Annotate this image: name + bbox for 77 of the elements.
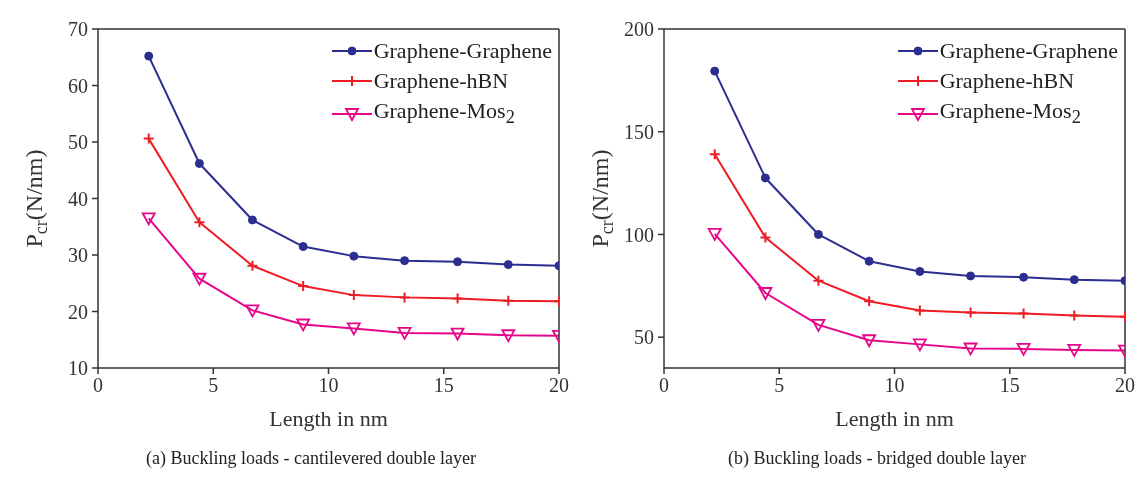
y-tick-label: 40 <box>68 187 88 210</box>
y-tick-label: 50 <box>68 131 88 154</box>
x-tick-label: 15 <box>433 374 454 397</box>
legend-label: Graphene-Graphene <box>373 37 552 65</box>
x-tick-label: 5 <box>774 374 785 397</box>
point <box>398 291 411 304</box>
x-tick-label: 5 <box>208 374 219 397</box>
x-tick-label: 20 <box>549 374 569 397</box>
point <box>1019 272 1029 282</box>
point <box>864 256 874 266</box>
point <box>247 215 257 225</box>
point <box>1069 275 1079 285</box>
x-axis-title: Length in nm <box>269 406 388 431</box>
point <box>502 294 515 307</box>
y-tick-label: 70 <box>68 18 88 41</box>
point <box>400 256 410 266</box>
y-tick-label: 50 <box>634 326 654 349</box>
x-tick-label: 0 <box>659 374 669 397</box>
point <box>397 327 412 340</box>
point <box>141 212 156 226</box>
point <box>193 216 206 229</box>
point <box>142 132 155 145</box>
point <box>453 257 463 267</box>
point <box>346 322 361 336</box>
point <box>966 271 976 281</box>
y-tick-label: 20 <box>68 300 88 323</box>
x-tick-label: 20 <box>1115 374 1135 397</box>
point <box>194 158 204 168</box>
point <box>913 304 926 317</box>
x-tick-label: 10 <box>884 374 905 397</box>
x-axis-title: Length in nm <box>835 406 954 431</box>
point <box>964 306 977 319</box>
y-tick-label: 150 <box>624 120 654 143</box>
legend-label: Graphene-Graphene <box>939 37 1118 65</box>
point <box>349 251 359 261</box>
legend-label: Graphene-hBN <box>939 67 1075 95</box>
y-tick-label: 200 <box>624 18 654 41</box>
point <box>758 287 773 300</box>
point <box>710 66 720 76</box>
point <box>812 274 825 287</box>
x-tick-label: 15 <box>999 374 1020 397</box>
text: (a) Buckling loads - cantilevered double layer <box>145 448 477 469</box>
point <box>963 342 978 356</box>
y-tick-label: 60 <box>68 74 88 97</box>
point <box>912 338 927 352</box>
y-tick-label: 30 <box>68 244 88 267</box>
legend-label: Graphene-Mos$_{2}$ <box>373 97 515 130</box>
point <box>707 227 722 241</box>
point <box>1017 307 1030 320</box>
y-tick-label: 100 <box>624 223 654 246</box>
point <box>246 259 259 272</box>
point <box>144 51 154 61</box>
point <box>501 329 516 343</box>
point <box>863 295 876 308</box>
y-tick-label: 10 <box>68 357 88 380</box>
point <box>503 260 513 270</box>
point <box>1016 342 1031 356</box>
point <box>813 229 823 239</box>
point <box>1067 344 1082 357</box>
text: (b) Buckling loads - bridged double layer <box>727 448 1027 469</box>
point <box>296 318 311 332</box>
point <box>708 148 721 161</box>
x-tick-label: 0 <box>93 374 103 397</box>
legend-label: Graphene-Mos$_{2}$ <box>939 97 1081 130</box>
point <box>298 242 308 252</box>
legend-label: Graphene-hBN <box>373 67 509 95</box>
point <box>811 318 826 332</box>
x-tick-label: 10 <box>318 374 339 397</box>
point <box>450 327 465 341</box>
point <box>862 334 877 348</box>
point <box>192 272 207 286</box>
point <box>1068 309 1081 322</box>
point <box>759 231 772 244</box>
point <box>915 266 925 276</box>
point <box>760 173 770 183</box>
point <box>451 292 464 305</box>
point <box>245 304 260 318</box>
